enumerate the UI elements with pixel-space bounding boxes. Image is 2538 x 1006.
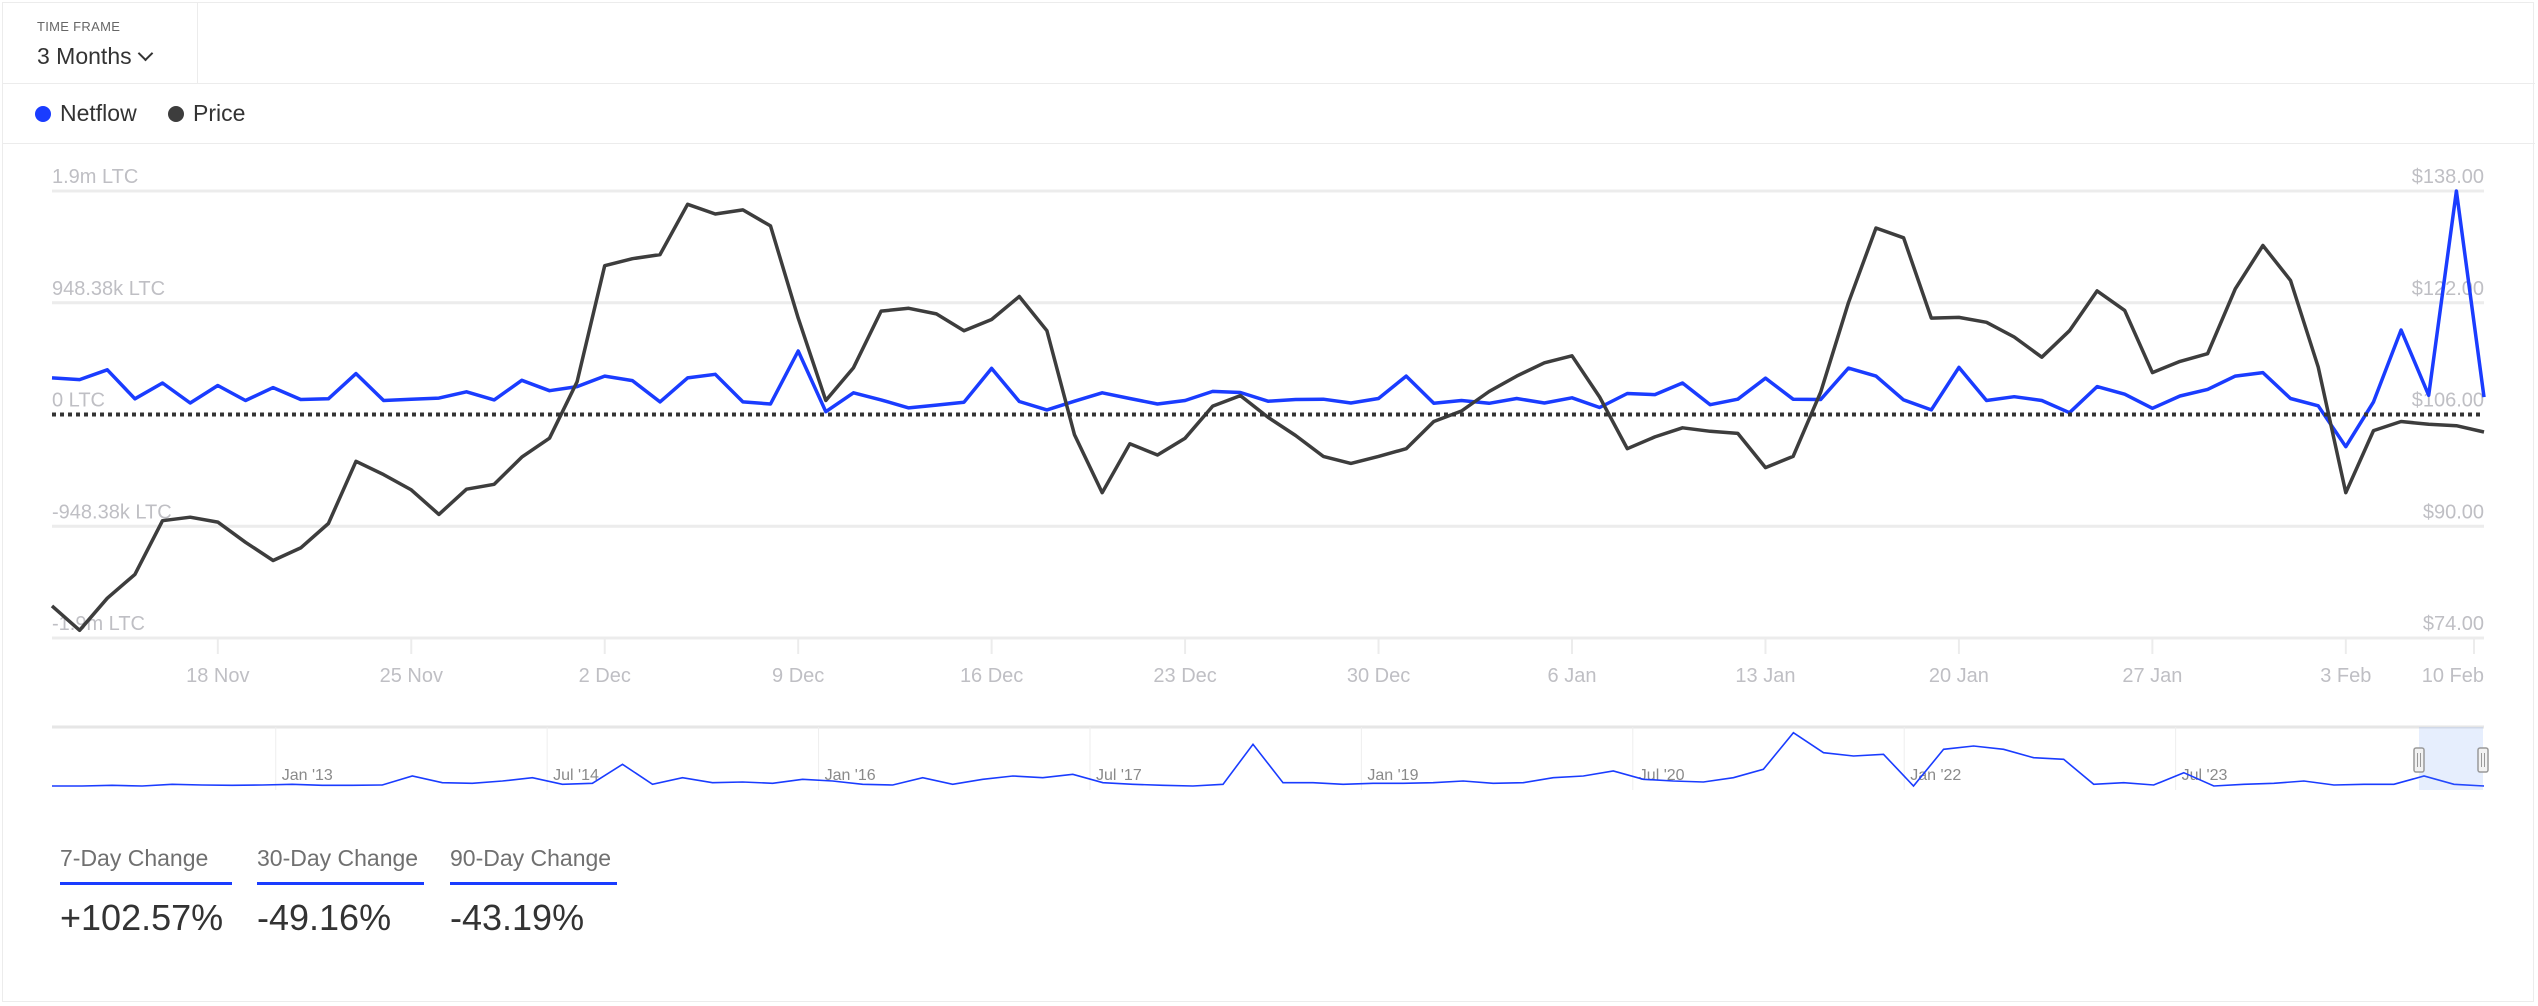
stat-7-day[interactable]: 7-Day Change +102.57%: [60, 845, 232, 939]
x-axis-label: 3 Feb: [2320, 665, 2371, 687]
timeframe-dropdown[interactable]: TIME FRAME 3 Months: [3, 3, 198, 83]
navigator-label: Jul '14: [553, 767, 599, 784]
navigator-label: Jan '16: [825, 767, 876, 784]
chart-legend: Netflow Price: [3, 83, 2535, 144]
right-axis-label: $122.00: [2412, 278, 2484, 300]
x-axis-label: 23 Dec: [1153, 665, 1216, 687]
left-axis-label: 948.38k LTC: [52, 278, 165, 300]
navigator: [52, 727, 2484, 790]
left-axis-label: 1.9m LTC: [52, 166, 138, 188]
x-axis-label: 20 Jan: [1929, 665, 1989, 687]
netflow-line: [51, 189, 2486, 449]
navigator-right-handle[interactable]: [2477, 747, 2489, 773]
stat-label: 7-Day Change: [60, 845, 209, 871]
navigator-label: Jan '13: [282, 767, 333, 784]
timeframe-value: 3 Months: [37, 43, 132, 69]
navigator-line: [52, 731, 2485, 788]
price-dot-icon: [168, 105, 184, 122]
stat-label: 90-Day Change: [450, 845, 612, 871]
x-axis-label: 10 Feb: [2422, 665, 2484, 687]
navigator-label: Jan '19: [1367, 767, 1418, 784]
stat-90-day[interactable]: 90-Day Change -43.19%: [450, 845, 617, 939]
stat-value: -43.19%: [450, 897, 585, 938]
legend-label: Netflow: [60, 100, 137, 126]
navigator-label: Jul '23: [2182, 767, 2228, 784]
navigator-left-handle[interactable]: [2413, 747, 2425, 773]
left-axis-label: 0 LTC: [52, 390, 105, 412]
price-line: [50, 202, 2485, 633]
stat-label: 30-Day Change: [257, 845, 419, 871]
x-axis-label: 9 Dec: [772, 665, 824, 687]
right-axis-label: $106.00: [2412, 390, 2484, 412]
x-axis-label: 25 Nov: [380, 665, 443, 687]
right-axis-label: $90.00: [2423, 501, 2484, 523]
left-axis-label: -948.38k LTC: [52, 501, 172, 523]
x-axis-label: 27 Jan: [2122, 665, 2182, 687]
x-axis-label: 2 Dec: [579, 665, 631, 687]
x-axis-label: 18 Nov: [186, 665, 249, 687]
stat-underline: [450, 882, 617, 885]
x-axis-label: 13 Jan: [1735, 665, 1795, 687]
stat-underline: [257, 882, 424, 885]
right-axis-label: $74.00: [2423, 613, 2484, 635]
legend-label: Price: [193, 100, 246, 126]
stat-value: -49.16%: [257, 897, 392, 938]
navigator-label: Jul '17: [1096, 767, 1142, 784]
legend-item-price[interactable]: Price: [168, 100, 245, 127]
right-axis-label: $138.00: [2412, 166, 2484, 188]
navigator-label: Jan '22: [1910, 767, 1961, 784]
x-axis-label: 16 Dec: [960, 665, 1023, 687]
timeframe-label: TIME FRAME: [37, 19, 121, 34]
x-axis-label: 30 Dec: [1347, 665, 1410, 687]
stat-30-day[interactable]: 30-Day Change -49.16%: [257, 845, 424, 939]
left-axis-label: -1.9m LTC: [52, 613, 145, 635]
chart-header: TIME FRAME 3 Months: [3, 3, 2535, 84]
stat-value: +102.57%: [60, 897, 224, 938]
netflow-dot-icon: [35, 105, 51, 122]
stat-underline: [60, 882, 232, 885]
x-axis-label: 6 Jan: [1548, 665, 1597, 687]
legend-item-netflow[interactable]: Netflow: [35, 100, 137, 127]
navigator-selection[interactable]: [2419, 727, 2483, 790]
